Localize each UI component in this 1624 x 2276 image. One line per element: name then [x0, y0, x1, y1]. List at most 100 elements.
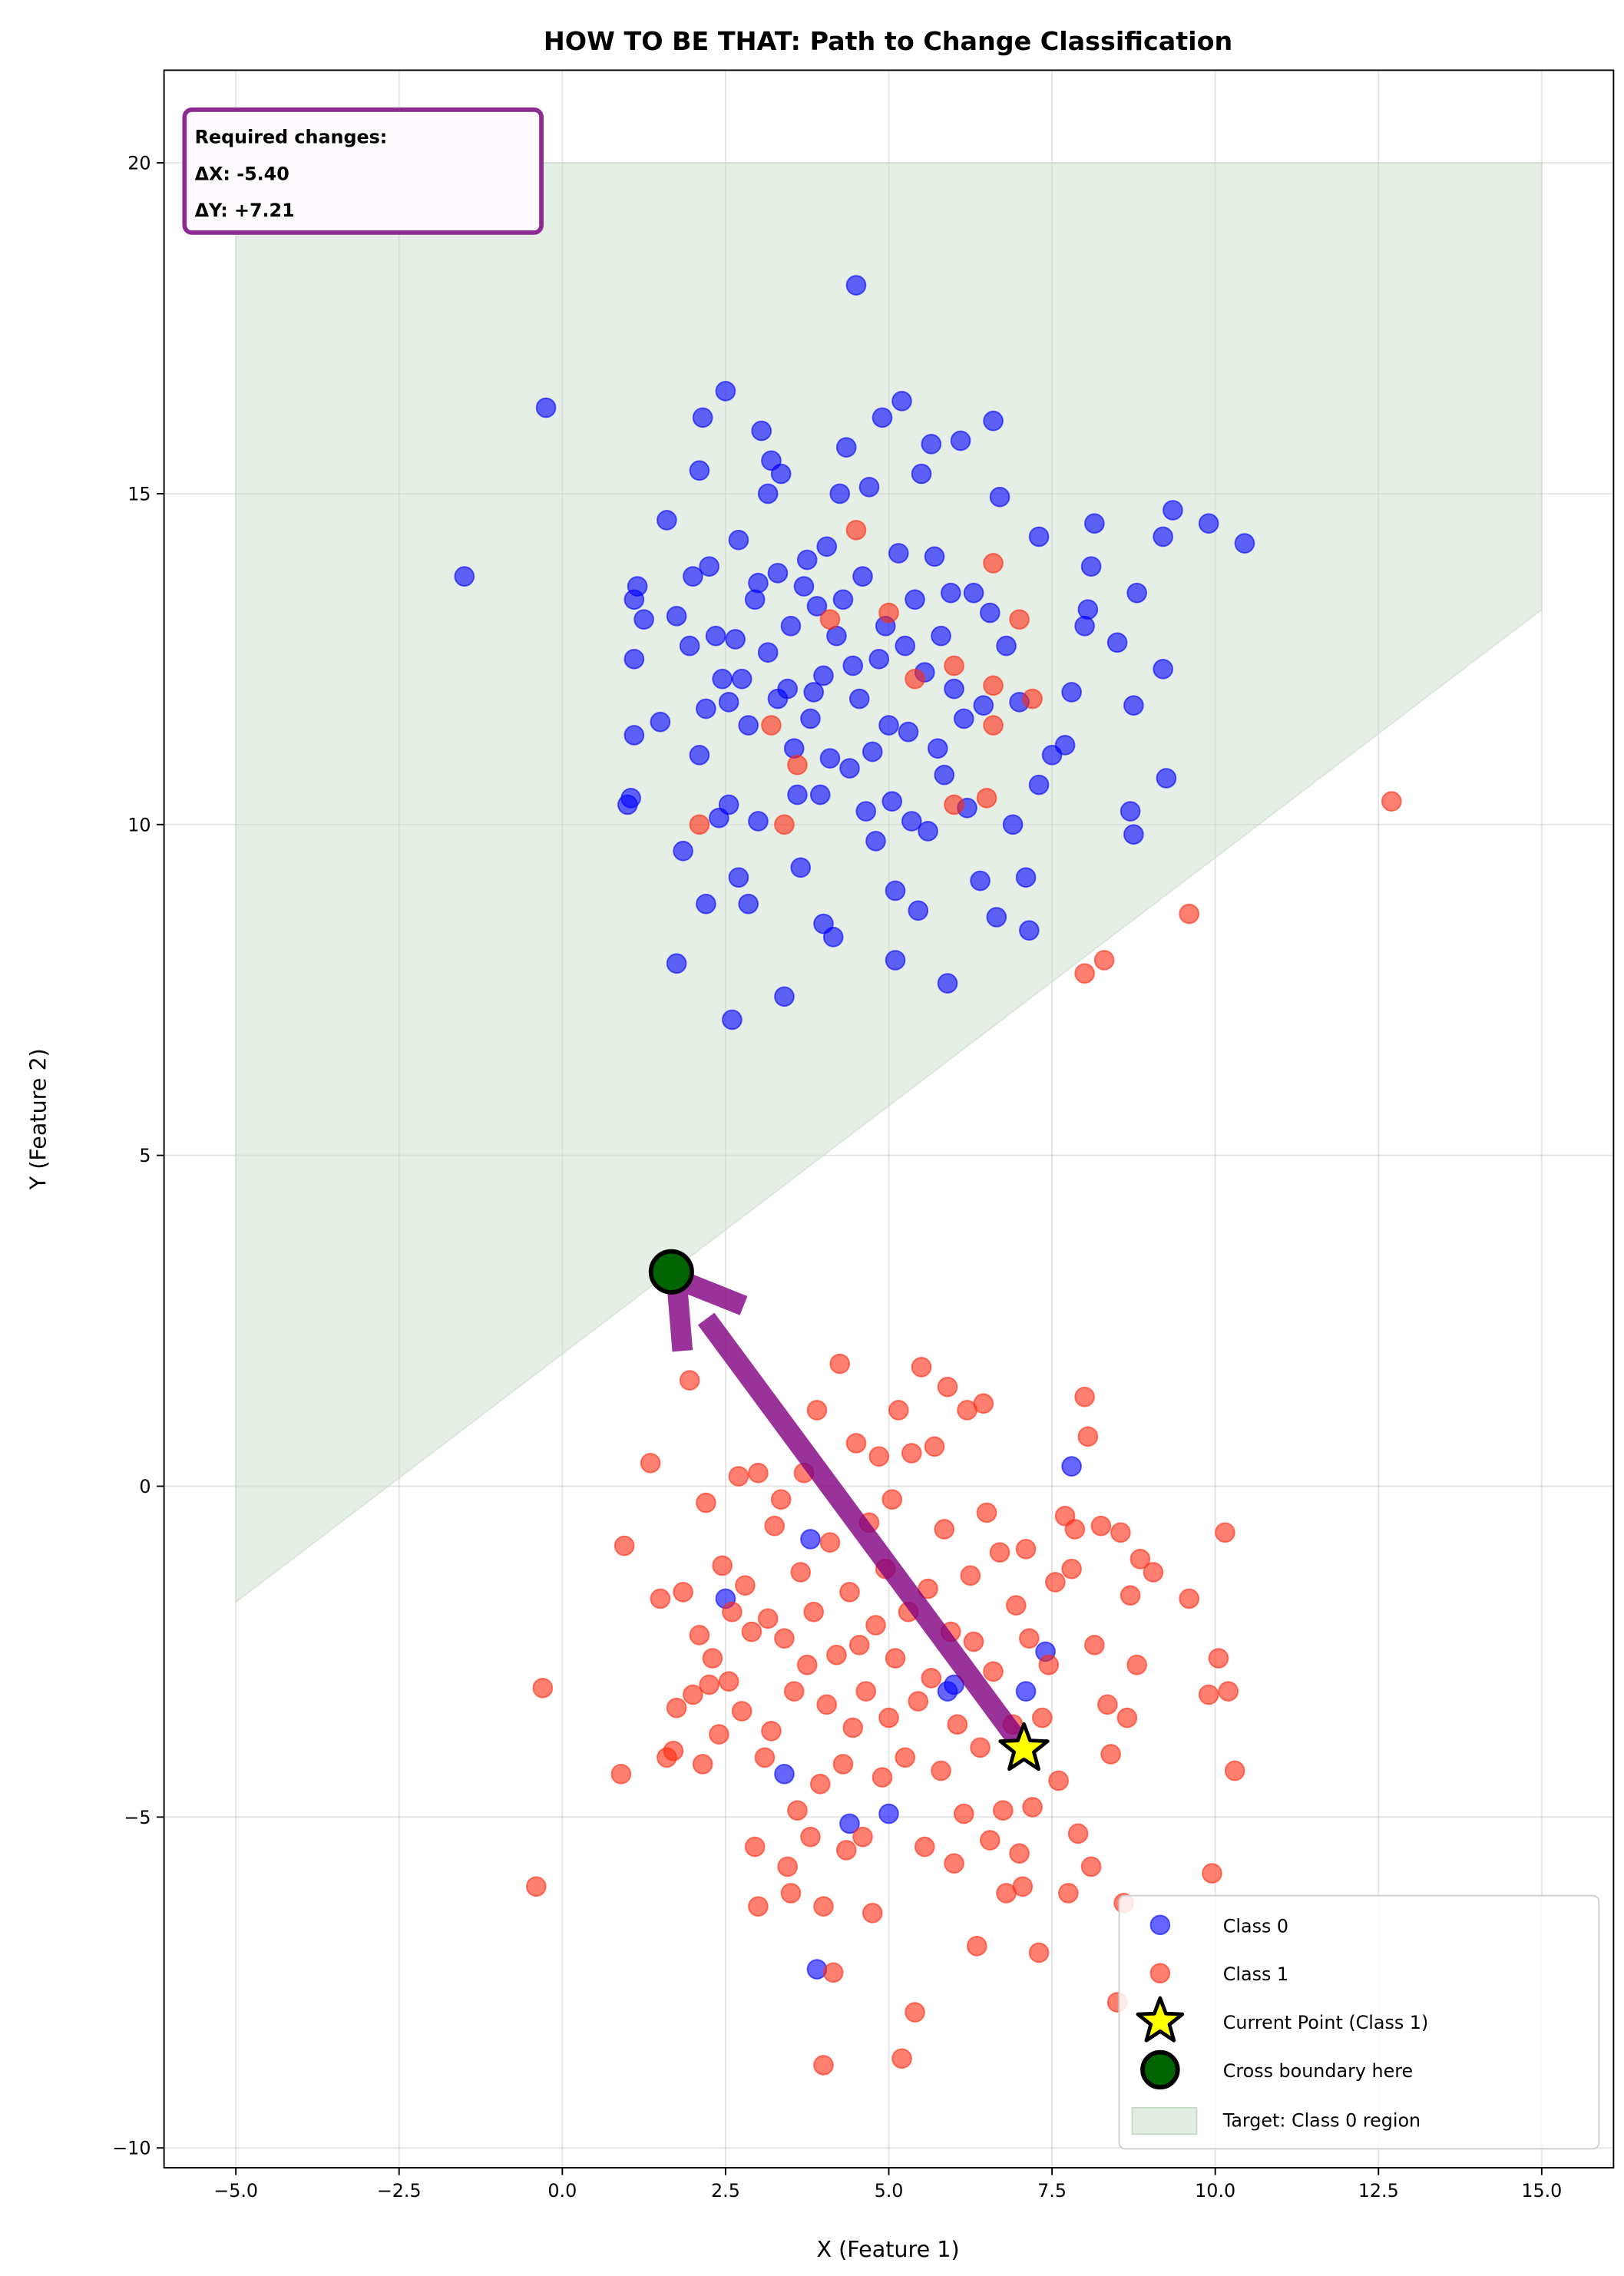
class1-point: [845, 519, 867, 541]
class1-point: [770, 1489, 792, 1510]
class0-point: [666, 606, 687, 627]
class0-point: [989, 486, 1010, 508]
class1-point: [1074, 1386, 1095, 1408]
class0-point: [931, 625, 951, 647]
class1-point: [953, 1803, 974, 1824]
class1-point: [947, 1714, 968, 1735]
class1-point: [1179, 1588, 1199, 1609]
class0-point: [627, 576, 648, 597]
class0-point: [1028, 774, 1050, 796]
class1-point: [983, 1661, 1004, 1682]
class0-point: [1077, 599, 1099, 620]
class1-point: [796, 1654, 818, 1676]
class1-point: [692, 1754, 713, 1775]
legend-star-icon: [1136, 1996, 1185, 2043]
class0-point: [718, 794, 739, 815]
class0-point: [901, 811, 922, 832]
class1-point: [878, 1707, 899, 1729]
class1-point: [868, 1446, 890, 1467]
class1-point: [842, 1717, 864, 1738]
boundary-point-marker: [648, 1249, 694, 1295]
class1-point: [1015, 1539, 1037, 1560]
class0-point: [657, 510, 677, 531]
class0-point: [934, 764, 955, 786]
class0-point: [1123, 695, 1144, 716]
class0-point: [715, 381, 736, 402]
class1-point: [992, 1800, 1014, 1821]
class1-point: [1009, 1843, 1030, 1864]
class0-point: [822, 926, 844, 948]
x-tick-label: −5.0: [213, 2180, 258, 2202]
class0-point: [748, 811, 769, 832]
class0-point: [731, 668, 752, 690]
class0-point: [813, 665, 834, 686]
class1-point: [976, 787, 997, 809]
class0-point: [787, 784, 808, 806]
class1-point: [744, 1836, 766, 1858]
legend-class1-label: Class 1: [1223, 1963, 1288, 1985]
class0-point: [535, 397, 557, 418]
class0-point: [1126, 582, 1147, 604]
class0-point: [1120, 801, 1141, 822]
class1-point: [1009, 609, 1030, 630]
class0-point: [905, 589, 925, 610]
class1-point: [761, 715, 782, 736]
class0-point: [908, 900, 929, 921]
class0-point: [816, 536, 838, 557]
x-tick-label: 7.5: [1037, 2180, 1067, 2202]
class0-point: [970, 870, 991, 892]
class1-point: [1381, 791, 1402, 812]
class1-point: [921, 1668, 942, 1689]
class0-point: [839, 758, 860, 779]
class1-point: [813, 1896, 834, 1917]
class0-point: [940, 582, 961, 604]
class1-point: [679, 1370, 700, 1391]
class0-point: [790, 857, 812, 878]
class0-point: [728, 529, 749, 551]
class0-point: [1018, 920, 1040, 941]
chart-title: HOW TO BE THAT: Path to Change Classific…: [544, 26, 1232, 56]
class0-point: [673, 840, 693, 862]
class0-point: [1156, 768, 1177, 789]
class0-point: [1153, 658, 1173, 680]
class1-point: [989, 1542, 1010, 1563]
class1-point: [826, 1644, 847, 1666]
class1-point: [1097, 1694, 1118, 1715]
class1-point: [1143, 1562, 1164, 1583]
class1-point: [963, 1631, 984, 1652]
class0-point: [679, 635, 700, 657]
class0-point: [1028, 526, 1050, 547]
x-tick-label: 5.0: [875, 2180, 904, 2202]
class0-point: [809, 784, 831, 806]
class1-point: [1048, 1770, 1069, 1791]
class1-point: [790, 1562, 812, 1583]
class0-point: [722, 1009, 743, 1030]
class1-point: [852, 1826, 873, 1848]
class1-point: [1090, 1515, 1112, 1537]
class1-point: [1077, 1426, 1099, 1447]
class1-point: [944, 794, 964, 815]
legend-class0-label: Class 0: [1223, 1915, 1288, 1937]
class0-point: [829, 483, 851, 504]
class0-point: [1080, 556, 1102, 577]
class1-point: [819, 609, 841, 630]
class1-point: [865, 1615, 886, 1636]
class1-point: [532, 1677, 554, 1699]
class0-point: [757, 483, 779, 504]
class1-point: [901, 1443, 922, 1464]
class0-point: [1054, 735, 1076, 756]
class1-point: [761, 1720, 782, 1742]
class0-point: [842, 655, 864, 677]
class0-point: [953, 708, 974, 729]
class0-point: [728, 867, 749, 888]
class1-point: [891, 2048, 912, 2069]
class0-point: [1084, 513, 1105, 534]
class1-point: [1012, 1876, 1034, 1897]
class1-point: [806, 1400, 828, 1421]
class1-point: [885, 1648, 906, 1669]
class0-point: [839, 1813, 860, 1834]
class0-point: [819, 748, 841, 769]
class1-point: [712, 1555, 733, 1576]
class0-point: [689, 460, 710, 481]
class1-point: [683, 1684, 703, 1705]
